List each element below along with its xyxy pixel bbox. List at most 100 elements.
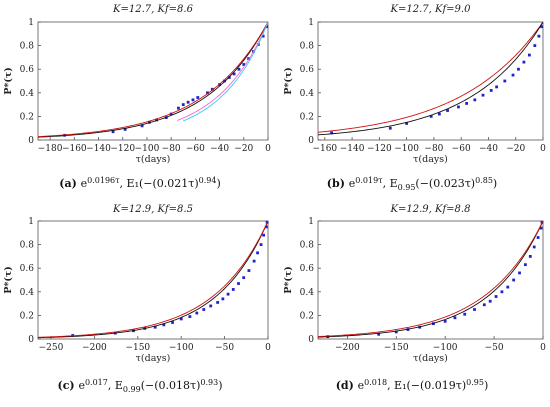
y-tick-label: 1 [28,18,34,28]
data-point [247,269,251,272]
fit-curve-4 [177,22,268,121]
data-point [463,312,467,316]
data-point [473,308,476,311]
x-tick-label: −140 [340,144,365,154]
x-tick-label: −100 [135,144,160,154]
data-point [265,25,269,29]
data-point [237,282,240,285]
y-tick-label: 0.8 [300,241,315,251]
x-tick-label: −50 [215,343,234,353]
data-point [537,34,541,38]
y-tick-label: 1 [28,217,34,227]
data-point [429,115,433,118]
x-tick-label: −50 [485,343,504,353]
data-point [123,127,127,131]
data-point [188,315,192,318]
x-axis-label: τ(days) [413,353,448,364]
data-point [527,53,531,57]
x-tick-label: −140 [86,144,111,154]
y-tick-label: 0.4 [300,89,315,99]
plot-frame [37,21,269,141]
fit-curve-3 [38,221,268,338]
data-point [186,100,190,104]
x-tick-label: −80 [424,144,443,154]
data-point [522,60,526,64]
x-tick-label: −120 [110,144,135,154]
data-point [494,295,498,298]
data-point [259,243,263,246]
x-tick-label: −200 [82,343,107,353]
data-point [196,96,200,99]
x-tick-label: 0 [265,343,271,353]
data-point [446,109,449,112]
plot-frame [37,220,269,340]
data-point [256,251,259,255]
data-point [177,106,180,110]
data-point [264,225,268,229]
y-tick-label: 0.2 [300,311,314,321]
data-point [377,332,381,336]
data-point [223,79,226,83]
y-tick-label: 0.4 [300,288,315,298]
data-point [388,126,392,130]
data-point [512,278,516,282]
data-point [261,34,265,38]
data-point [532,245,536,249]
data-point [191,98,195,102]
panel-caption: (c) e0.017, E0.99(−(0.018τ)0.93) [58,378,223,394]
data-point [473,98,477,102]
y-tick-label: 0.2 [20,112,34,122]
x-tick-label: −20 [234,144,253,154]
chart-panel-3: K=12.9, Kf=8.5 0 0.2 0.4 0.6 0.8 1 −250 −200 −150… [3,204,271,394]
chart-title: K=12.7, Kf=9.0 [390,4,472,15]
x-tick-label: −100 [394,144,419,154]
y-tick-label: 0.6 [300,65,315,75]
data-point [511,73,515,77]
data-point [489,89,493,92]
y-tick-label: 0 [308,335,314,345]
chart-title: K=12.7, Kf=8.6 [112,4,194,15]
x-tick-label: 0 [540,343,546,353]
data-point [517,67,520,71]
data-point [536,236,540,239]
x-tick-label: −160 [62,144,87,154]
x-tick-label: −100 [433,343,458,353]
y-tick-label: 0 [308,136,314,146]
x-axis-label: τ(days) [136,353,171,364]
x-tick-label: −150 [384,343,409,353]
y-tick-label: 0.8 [20,42,35,52]
data-point [262,233,266,237]
x-tick-label: −150 [125,343,150,353]
data-point [482,303,486,307]
y-tick-label: 0.8 [300,42,315,52]
y-tick-label: 0.6 [20,65,35,75]
x-tick-label: −200 [335,343,360,353]
plot-frame [317,220,544,340]
fit-curve-3 [318,22,543,136]
y-tick-label: 0.6 [300,264,315,274]
data-point [181,103,185,106]
data-point [539,226,543,230]
y-tick-label: 0.6 [20,264,35,274]
y-axis-label: P*(τ) [3,266,14,294]
data-point [216,301,220,304]
data-point [209,304,213,308]
y-tick-label: 0.8 [20,241,35,251]
chart-panel-4: K=12.9, Kf=8.8 0 0.2 0.4 0.6 0.8 1 −200 −150 −100… [283,204,546,392]
data-point [210,87,214,91]
data-point [171,321,174,324]
data-point [405,122,409,125]
fit-curve-2 [38,22,268,138]
data-point [179,317,183,321]
y-tick-label: 0.4 [20,288,35,298]
x-tick-label: −80 [162,144,181,154]
y-tick-label: 0.2 [300,112,314,122]
data-point [495,85,499,89]
data-point [242,276,246,280]
data-point [206,91,209,95]
panel-caption: (a) e0.0196τ, E₁(−(0.021τ)0.94) [59,176,221,190]
x-tick-label: −100 [169,343,194,353]
data-point [533,44,537,47]
data-point [232,72,236,76]
chart-title: K=12.9, Kf=8.5 [112,204,193,215]
